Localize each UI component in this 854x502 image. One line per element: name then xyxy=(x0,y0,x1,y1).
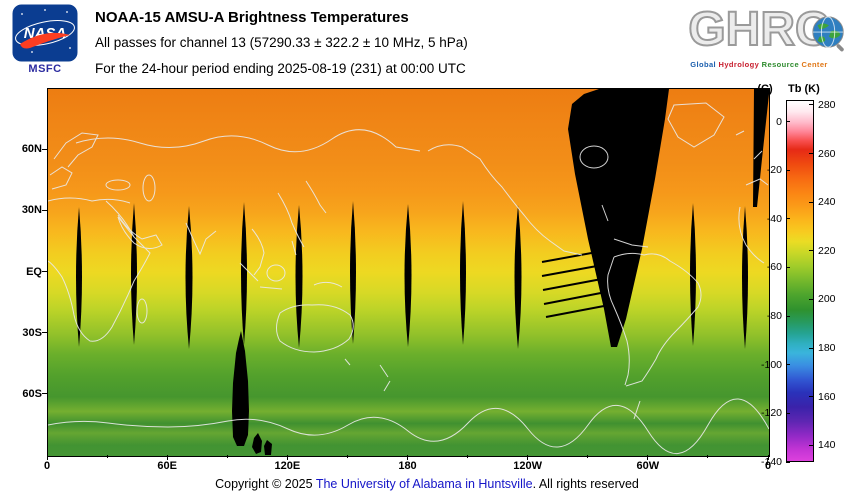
coverage-gap-lens xyxy=(460,201,466,345)
page-subtitle: All passes for channel 13 (57290.33 ± 32… xyxy=(95,35,468,50)
colorbar-kelvin-label: 200 xyxy=(818,293,836,306)
nasa-insignia-icon: NASA xyxy=(12,4,78,62)
x-axis-label: 0 xyxy=(43,460,51,472)
coverage-gap-lens xyxy=(350,201,356,344)
coverage-gap-lens xyxy=(404,204,412,347)
coverage-gap-scanline xyxy=(541,263,609,277)
coverage-gap-region xyxy=(252,433,262,454)
coverage-gap-region xyxy=(568,89,669,347)
x-axis-label: 120W xyxy=(513,460,543,472)
colorbar-kelvin-label: 260 xyxy=(818,147,836,160)
y-axis-label: 30N xyxy=(21,204,42,217)
x-axis-label: 60W xyxy=(636,460,660,472)
y-axis-label: 30S xyxy=(22,326,42,339)
colorbar-unit-kelvin: Tb (K) xyxy=(788,83,820,95)
ghrc-tagline: Global Hydrology Resource Center xyxy=(670,60,848,69)
coverage-gap-region xyxy=(264,440,272,455)
x-axis-label: 0 xyxy=(764,460,772,472)
ghrc-tagline-word: Center xyxy=(799,60,828,69)
x-axis-label: 180 xyxy=(398,460,417,472)
ghrc-logo[interactable]: GHRC Global Hydrology Resource Center xyxy=(670,2,848,84)
coverage-gap-lens xyxy=(76,207,82,347)
coverage-gap-scanline xyxy=(543,291,607,305)
colorbar-unit-celsius: (C) xyxy=(757,83,773,95)
colorbar-celsius-label: -140 xyxy=(760,456,782,469)
coverage-gap-lens xyxy=(742,206,748,349)
ghrc-tagline-word: Global xyxy=(690,60,717,69)
footer: Copyright © 2025 The University of Alaba… xyxy=(0,477,854,491)
university-link[interactable]: The University of Alabama in Huntsville xyxy=(315,477,533,491)
ghrc-wordmark: GHRC xyxy=(670,2,848,58)
y-axis-label: EQ xyxy=(26,265,42,278)
colorbar-kelvin-label: 240 xyxy=(818,196,836,209)
page-period: For the 24-hour period ending 2025-08-19… xyxy=(95,61,466,76)
coverage-gap-lens xyxy=(690,203,696,346)
x-axis-label: 60E xyxy=(157,460,177,472)
nasa-logo[interactable]: NASA MSFC xyxy=(11,4,79,75)
coastlines xyxy=(48,102,769,454)
ghrc-acronym: GHRC xyxy=(687,3,830,57)
colorbar-kelvin-label: 220 xyxy=(818,244,836,257)
globe-icon xyxy=(812,16,844,52)
colorbar-kelvin-label: 180 xyxy=(818,342,836,355)
coverage-gap-scanline xyxy=(545,305,605,318)
coverage-gap-lens xyxy=(241,202,247,345)
coverage-gap-region xyxy=(753,89,769,207)
copyright-prefix: Copyright © 2025 xyxy=(215,477,316,491)
y-axis-label: 60N xyxy=(21,143,42,156)
page-title: NOAA-15 AMSU-A Brightness Temperatures xyxy=(95,9,409,26)
coverage-gap-scanline xyxy=(542,277,608,291)
map-antarctic-streaks xyxy=(48,397,769,445)
map xyxy=(47,88,770,457)
ghrc-tagline-word: Hydrology xyxy=(716,60,760,69)
coverage-gap-scanline xyxy=(541,249,609,263)
copyright-suffix: . All rights reserved xyxy=(532,477,639,491)
msfc-label: MSFC xyxy=(28,63,62,75)
coverage-gap-lens xyxy=(514,205,522,349)
ghrc-tagline-word: Resource xyxy=(759,60,800,69)
y-axis-label: 60S xyxy=(22,387,42,400)
colorbar-kelvin-label: 140 xyxy=(818,439,836,452)
colorbar-kelvin-label: 160 xyxy=(818,390,836,403)
colorbar-kelvin-label: 280 xyxy=(818,98,836,111)
x-axis-label: 120E xyxy=(274,460,301,472)
colorbar xyxy=(786,100,814,462)
coverage-gap-region xyxy=(232,331,249,446)
coverage-gap-lens xyxy=(185,206,193,349)
